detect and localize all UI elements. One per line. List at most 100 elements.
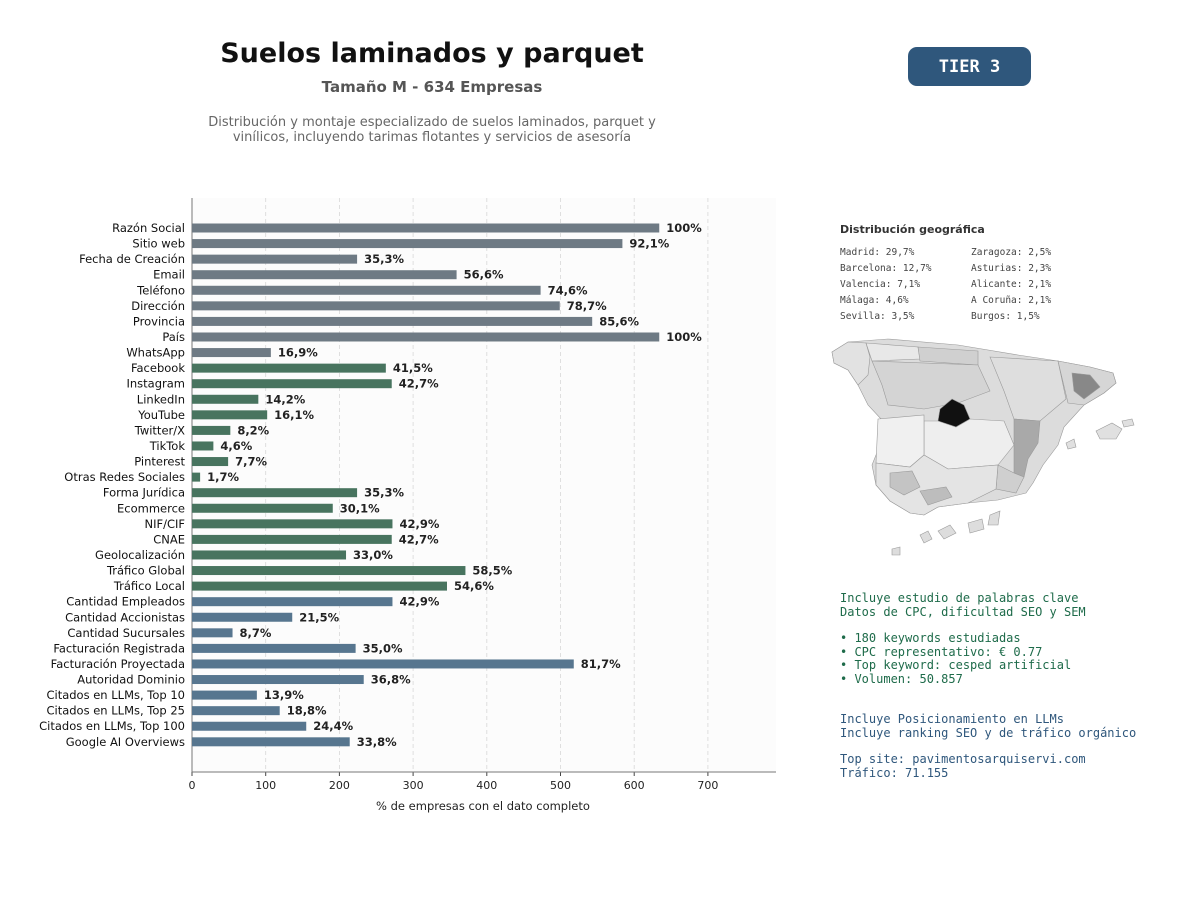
bar-whatsapp [192,348,271,358]
category-label: Cantidad Sucursales [67,626,185,640]
category-label: Razón Social [112,221,185,235]
geo-title: Distribución geográfica [840,223,985,236]
data-label: 24,4% [313,719,353,733]
bar-provincia [192,316,593,326]
map-region-andalucia [875,454,999,516]
category-label: Citados en LLMs, Top 10 [46,688,185,702]
bar-raz-n-social [192,223,660,233]
category-label: Cantidad Empleados [66,595,185,609]
x-tick-label: 100 [255,779,276,792]
tier-badge: TIER 3 [908,47,1031,86]
category-label: YouTube [137,408,185,422]
geo-item: Zaragoza: 2,5% [971,247,1052,258]
bar-geolocalizaci-n [192,550,347,560]
map-region-galicia [831,341,871,386]
bar-otras-redes-sociales [192,472,201,482]
category-label: TikTok [149,439,186,453]
data-label: 18,8% [287,704,327,718]
bar-tiktok [192,441,214,451]
data-label: 35,3% [364,252,404,266]
bar-ecommerce [192,503,333,513]
data-label: 58,5% [472,564,512,578]
x-tick-label: 0 [189,779,196,792]
bar-pa-s [192,332,660,342]
bar-nif-cif [192,519,393,529]
category-label: Twitter/X [134,423,185,437]
data-label: 33,8% [357,735,397,749]
description-line: Distribución y montaje especializado de … [208,115,656,130]
description-line: vinílicos, incluyendo tarimas flotantes … [232,130,632,145]
data-label: 4,6% [220,439,252,453]
geo-item: Madrid: 29,7% [840,247,915,258]
category-label: Citados en LLMs, Top 100 [39,719,185,733]
category-label: Sitio web [132,237,185,251]
bar-citados-en-llms-top-10 [192,690,257,700]
bar-sitio-web [192,239,623,249]
data-label: 41,5% [393,361,433,375]
bar-chart: 0 100 200 300 400 500 600 700 Razón Social 100% Si… [39,198,776,813]
bar-autoridad-dominio [192,675,364,685]
page-subtitle: Tamaño M - 634 Empresas [321,78,543,96]
x-tick-label: 600 [624,779,645,792]
bar-facebook [192,363,386,373]
map-region-malaga [919,486,953,506]
data-label: 8,7% [240,626,272,640]
keyword-info: Incluye estudio de palabras clave Datos d… [840,591,1086,686]
data-label: 16,1% [274,408,314,422]
page-title: Suelos laminados y parquet [220,38,644,69]
category-label: Otras Redes Sociales [64,470,185,484]
bar-tr-fico-global [192,566,466,576]
bar-facturaci-n-registrada [192,643,356,653]
bar-tel-fono [192,285,541,295]
bar-instagram [192,379,392,389]
bar-linkedin [192,394,259,404]
bar-cantidad-sucursales [192,628,233,638]
geo-item: Valencia: 7,1% [840,279,921,290]
x-tick-label: 700 [697,779,718,792]
category-label: Forma Jurídica [103,486,185,500]
category-label: Google AI Overviews [66,735,185,749]
data-label: 14,2% [265,392,305,406]
category-label: Geolocalización [95,548,185,562]
data-label: 35,0% [363,641,403,655]
category-label: Facebook [131,361,185,375]
category-label: Email [153,268,185,282]
bar-twitter-x [192,425,231,435]
bar-youtube [192,410,268,420]
geo-item: Barcelona: 12,7% [840,263,932,274]
x-tick-label: 200 [329,779,350,792]
map-canary-islands [891,510,1001,556]
llm-line: Incluye Posicionamiento en LLMs [840,712,1064,726]
category-label: Tráfico Local [113,579,185,593]
plot-area [192,198,776,772]
bar-cantidad-accionistas [192,612,293,622]
bar-direcci-n [192,301,560,311]
bar-cantidad-empleados [192,597,393,607]
llm-line: Incluye ranking SEO y de tráfico orgánic… [840,725,1137,740]
llm-info: Incluye Posicionamiento en LLMs Incluye r… [840,712,1137,780]
bar-cnae [192,534,392,544]
data-label: 42,9% [399,517,439,531]
category-label: Cantidad Accionistas [65,610,185,624]
data-label: 56,6% [464,268,504,282]
bar-tr-fico-local [192,581,448,591]
keyword-bullet: • Top keyword: cesped artificial [840,658,1072,672]
bar-fecha-de-creaci-n [192,254,358,264]
data-label: 8,2% [237,423,269,437]
data-label: 54,6% [454,579,494,593]
data-label: 85,6% [599,314,639,328]
data-label: 100% [666,221,702,235]
keyword-bullet: • 180 keywords estudiadas [840,631,1021,645]
map-region-castilla-la-mancha [923,418,1015,470]
data-label: 92,1% [629,237,669,251]
keyword-line: Incluye estudio de palabras clave [840,591,1079,605]
category-label: Tráfico Global [106,564,185,578]
x-tick-label: 400 [476,779,497,792]
geo-item: Alicante: 2,1% [971,279,1052,290]
bar-citados-en-llms-top-25 [192,706,280,716]
x-tick-label: 300 [403,779,424,792]
data-label: 21,5% [299,610,339,624]
bar-citados-en-llms-top-100 [192,721,307,731]
bar-google-ai-overviews [192,737,350,747]
data-label: 42,7% [399,377,439,391]
